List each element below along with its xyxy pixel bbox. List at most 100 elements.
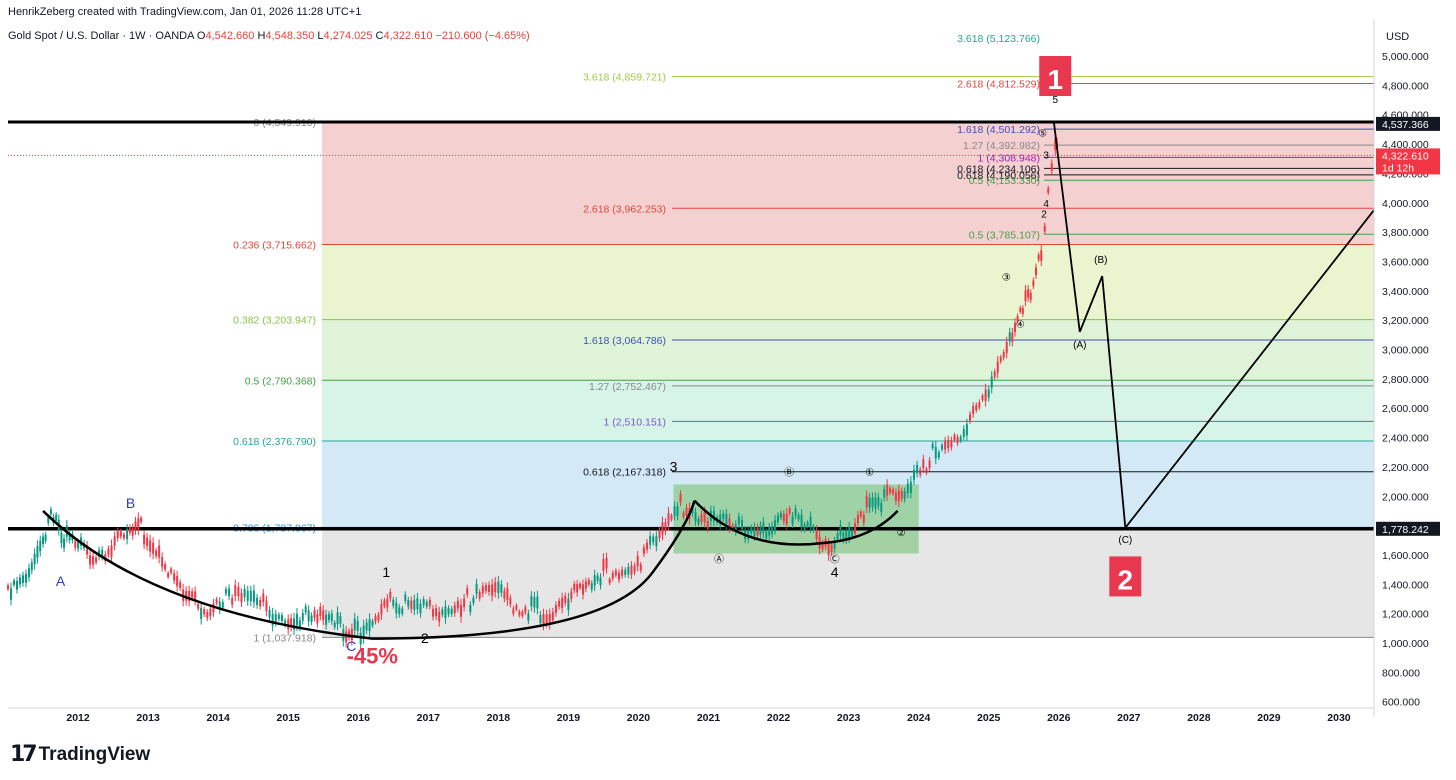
candle bbox=[155, 550, 158, 557]
candle bbox=[747, 530, 750, 539]
candle bbox=[916, 464, 919, 474]
y-tick-label: 2,400.000 bbox=[1382, 433, 1429, 445]
y-tick-label: 1,200.000 bbox=[1382, 609, 1429, 621]
y-tick-label: 3,600.000 bbox=[1382, 256, 1429, 268]
wave-callout-label: 2 bbox=[1118, 564, 1134, 595]
candle bbox=[993, 371, 996, 378]
candle bbox=[173, 573, 176, 581]
x-tick-label: 2022 bbox=[767, 712, 791, 724]
candle bbox=[218, 601, 221, 610]
candle bbox=[515, 605, 518, 610]
candle bbox=[886, 484, 889, 496]
candle bbox=[836, 533, 839, 540]
candle bbox=[484, 585, 487, 591]
candle bbox=[259, 599, 262, 607]
candle bbox=[722, 513, 725, 520]
candle bbox=[627, 566, 630, 575]
candle bbox=[137, 518, 140, 530]
candle bbox=[249, 590, 252, 602]
candle bbox=[265, 600, 268, 612]
candle bbox=[1032, 280, 1035, 287]
wave-callout-box bbox=[1109, 556, 1142, 597]
candle bbox=[806, 522, 809, 527]
candle bbox=[68, 533, 71, 541]
candle bbox=[16, 581, 19, 590]
candle bbox=[503, 591, 506, 599]
y-tick-label: 2,800.000 bbox=[1382, 374, 1429, 386]
candle bbox=[284, 620, 287, 626]
drawdown-label: -45% bbox=[347, 644, 398, 669]
candle bbox=[466, 588, 469, 595]
wave-label: ② bbox=[897, 528, 906, 539]
candle bbox=[330, 613, 333, 622]
extension-label: 3.618 (5,123.766) bbox=[957, 33, 1040, 45]
candle bbox=[972, 406, 975, 414]
candle bbox=[322, 610, 325, 621]
candle bbox=[116, 530, 119, 539]
candle bbox=[762, 522, 765, 533]
candle bbox=[978, 402, 981, 408]
fib-zone bbox=[322, 380, 1374, 441]
candle bbox=[234, 585, 237, 596]
price-tag bbox=[1376, 148, 1440, 175]
candle bbox=[734, 524, 737, 532]
candle bbox=[956, 437, 959, 444]
candle bbox=[947, 439, 950, 449]
candle bbox=[295, 613, 298, 626]
wave-label: ⑤ bbox=[1038, 129, 1047, 140]
wave-callout-label: 1 bbox=[1047, 64, 1063, 95]
candle bbox=[996, 361, 999, 373]
y-tick-label: 4,400.000 bbox=[1382, 139, 1429, 151]
candle bbox=[110, 545, 113, 558]
candle bbox=[170, 568, 173, 573]
x-tick-label: 2029 bbox=[1257, 712, 1281, 724]
candle bbox=[685, 507, 688, 516]
candle bbox=[618, 572, 621, 580]
x-tick-label: 2023 bbox=[837, 712, 861, 724]
price-tag bbox=[1376, 521, 1440, 536]
candle bbox=[919, 469, 922, 475]
candle bbox=[374, 616, 377, 622]
price-tag-sub: 1d 12h bbox=[1382, 162, 1414, 174]
candle bbox=[1002, 352, 1005, 358]
candle bbox=[86, 545, 89, 555]
symbol-legend[interactable]: Gold Spot / U.S. Dollar · 1W · OANDA O4,… bbox=[8, 30, 530, 42]
candle bbox=[524, 607, 527, 613]
tradingview-logo[interactable]: 17 TradingView bbox=[10, 742, 150, 767]
candle bbox=[447, 608, 450, 615]
candle bbox=[19, 577, 22, 585]
candle bbox=[922, 459, 925, 469]
y-tick-label: 2,600.000 bbox=[1382, 403, 1429, 415]
candle bbox=[228, 588, 231, 597]
candle bbox=[336, 612, 339, 625]
candle bbox=[290, 618, 293, 628]
extension-label: 2.618 (3,962.253) bbox=[583, 203, 666, 215]
candle bbox=[987, 389, 990, 398]
candle bbox=[438, 611, 441, 622]
candle bbox=[422, 599, 425, 606]
candle bbox=[339, 616, 342, 624]
candle bbox=[679, 494, 682, 503]
candle bbox=[92, 556, 95, 565]
y-tick-label: 1,000.000 bbox=[1382, 638, 1429, 650]
extension-label: 1.27 (2,752.467) bbox=[589, 381, 666, 393]
candle bbox=[891, 489, 894, 494]
candle bbox=[639, 564, 642, 571]
candle bbox=[231, 597, 234, 605]
candle bbox=[551, 612, 554, 621]
candle bbox=[788, 508, 791, 514]
candle bbox=[325, 614, 328, 625]
candle bbox=[167, 572, 170, 578]
candle bbox=[237, 586, 240, 597]
candle bbox=[243, 588, 246, 598]
candle bbox=[307, 610, 310, 622]
candle bbox=[785, 513, 788, 525]
candle bbox=[380, 604, 383, 615]
candle bbox=[179, 582, 182, 589]
candle bbox=[931, 443, 934, 449]
y-tick-label: 1,600.000 bbox=[1382, 550, 1429, 562]
candle bbox=[39, 540, 42, 552]
candle bbox=[925, 468, 928, 474]
candle bbox=[13, 580, 16, 586]
